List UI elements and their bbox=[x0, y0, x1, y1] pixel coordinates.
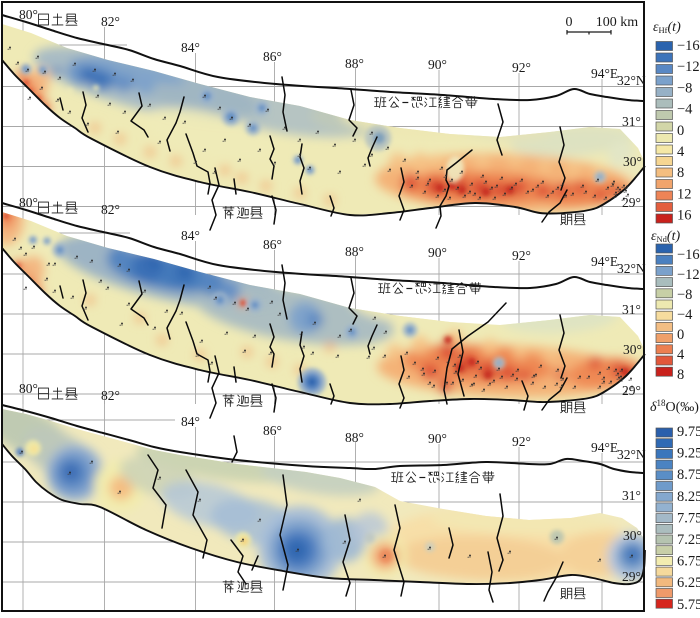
svg-text:90°: 90° bbox=[428, 57, 447, 72]
svg-text:86°: 86° bbox=[263, 49, 282, 64]
svg-text:88°: 88° bbox=[345, 430, 364, 445]
svg-text:6.75: 6.75 bbox=[677, 554, 700, 570]
svg-text:−8: −8 bbox=[677, 80, 692, 96]
svg-text:30°: 30° bbox=[623, 154, 642, 169]
svg-text:31°: 31° bbox=[622, 302, 641, 317]
svg-text:30°: 30° bbox=[623, 342, 642, 357]
svg-text:8: 8 bbox=[677, 165, 684, 181]
svg-text:8.75: 8.75 bbox=[677, 467, 700, 483]
svg-text:−16: −16 bbox=[677, 247, 700, 263]
svg-text:εHf(t): εHf(t) bbox=[653, 20, 681, 35]
svg-text:88°: 88° bbox=[345, 56, 364, 71]
svg-text:29°: 29° bbox=[622, 569, 641, 584]
svg-text:80°: 80° bbox=[19, 195, 38, 210]
svg-text:4: 4 bbox=[677, 144, 685, 160]
svg-text:0: 0 bbox=[677, 327, 684, 343]
svg-text:−4: −4 bbox=[677, 102, 693, 118]
svg-text:5.75: 5.75 bbox=[677, 597, 700, 613]
svg-text:92°: 92° bbox=[512, 434, 531, 449]
svg-text:30°: 30° bbox=[623, 528, 642, 543]
svg-text:94°E: 94°E bbox=[591, 66, 618, 81]
svg-text:−16: −16 bbox=[677, 38, 700, 54]
svg-text:−12: −12 bbox=[677, 267, 700, 283]
svg-text:84°: 84° bbox=[181, 228, 200, 243]
svg-text:80°: 80° bbox=[19, 7, 38, 22]
svg-text:−8: −8 bbox=[677, 287, 692, 303]
svg-text:9.25: 9.25 bbox=[677, 446, 700, 462]
svg-text:7.25: 7.25 bbox=[677, 532, 700, 548]
svg-text:92°: 92° bbox=[512, 248, 531, 263]
svg-text:32°N: 32°N bbox=[617, 447, 646, 462]
svg-text:84°: 84° bbox=[181, 414, 200, 429]
svg-text:80°: 80° bbox=[19, 381, 38, 396]
svg-text:9.75: 9.75 bbox=[677, 424, 700, 440]
svg-text:29°: 29° bbox=[622, 383, 641, 398]
svg-text:0: 0 bbox=[566, 15, 573, 30]
svg-text:−4: −4 bbox=[677, 307, 693, 323]
svg-text:12: 12 bbox=[677, 186, 692, 202]
svg-text:82°: 82° bbox=[101, 388, 120, 403]
svg-text:31°: 31° bbox=[622, 488, 641, 503]
svg-text:29°: 29° bbox=[622, 195, 641, 210]
svg-text:16: 16 bbox=[677, 208, 692, 224]
svg-text:−12: −12 bbox=[677, 59, 700, 75]
svg-text:4: 4 bbox=[677, 347, 685, 363]
svg-text:94°E: 94°E bbox=[591, 254, 618, 269]
svg-text:88°: 88° bbox=[345, 244, 364, 259]
svg-text:82°: 82° bbox=[101, 202, 120, 217]
svg-text:8: 8 bbox=[677, 367, 684, 383]
svg-text:31°: 31° bbox=[622, 114, 641, 129]
svg-text:0: 0 bbox=[677, 123, 684, 139]
svg-text:86°: 86° bbox=[263, 423, 282, 438]
svg-text:86°: 86° bbox=[263, 237, 282, 252]
svg-text:32°N: 32°N bbox=[617, 73, 646, 88]
svg-text:6.25: 6.25 bbox=[677, 575, 700, 591]
svg-text:90°: 90° bbox=[428, 245, 447, 260]
svg-text:32°N: 32°N bbox=[617, 261, 646, 276]
svg-text:92°: 92° bbox=[512, 60, 531, 75]
svg-text:90°: 90° bbox=[428, 431, 447, 446]
svg-text:100 km: 100 km bbox=[596, 15, 639, 30]
svg-text:84°: 84° bbox=[181, 40, 200, 55]
svg-text:82°: 82° bbox=[101, 14, 120, 29]
svg-text:7.75: 7.75 bbox=[677, 510, 700, 526]
svg-text:94°E: 94°E bbox=[591, 440, 618, 455]
svg-text:8.25: 8.25 bbox=[677, 489, 700, 505]
